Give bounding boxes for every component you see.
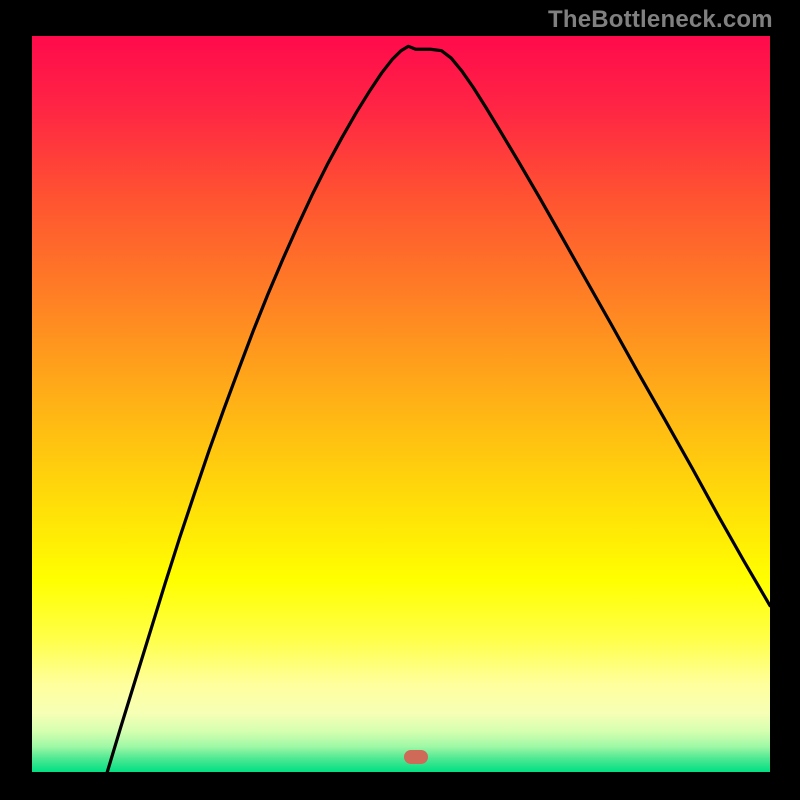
frame-left	[0, 0, 32, 800]
chart-stage: TheBottleneck.com	[0, 0, 800, 800]
curve-path	[107, 46, 770, 772]
bottleneck-curve	[32, 36, 770, 772]
watermark-text: TheBottleneck.com	[548, 6, 773, 34]
frame-right	[770, 0, 800, 800]
optimum-marker	[404, 750, 428, 764]
frame-bottom	[0, 772, 800, 800]
